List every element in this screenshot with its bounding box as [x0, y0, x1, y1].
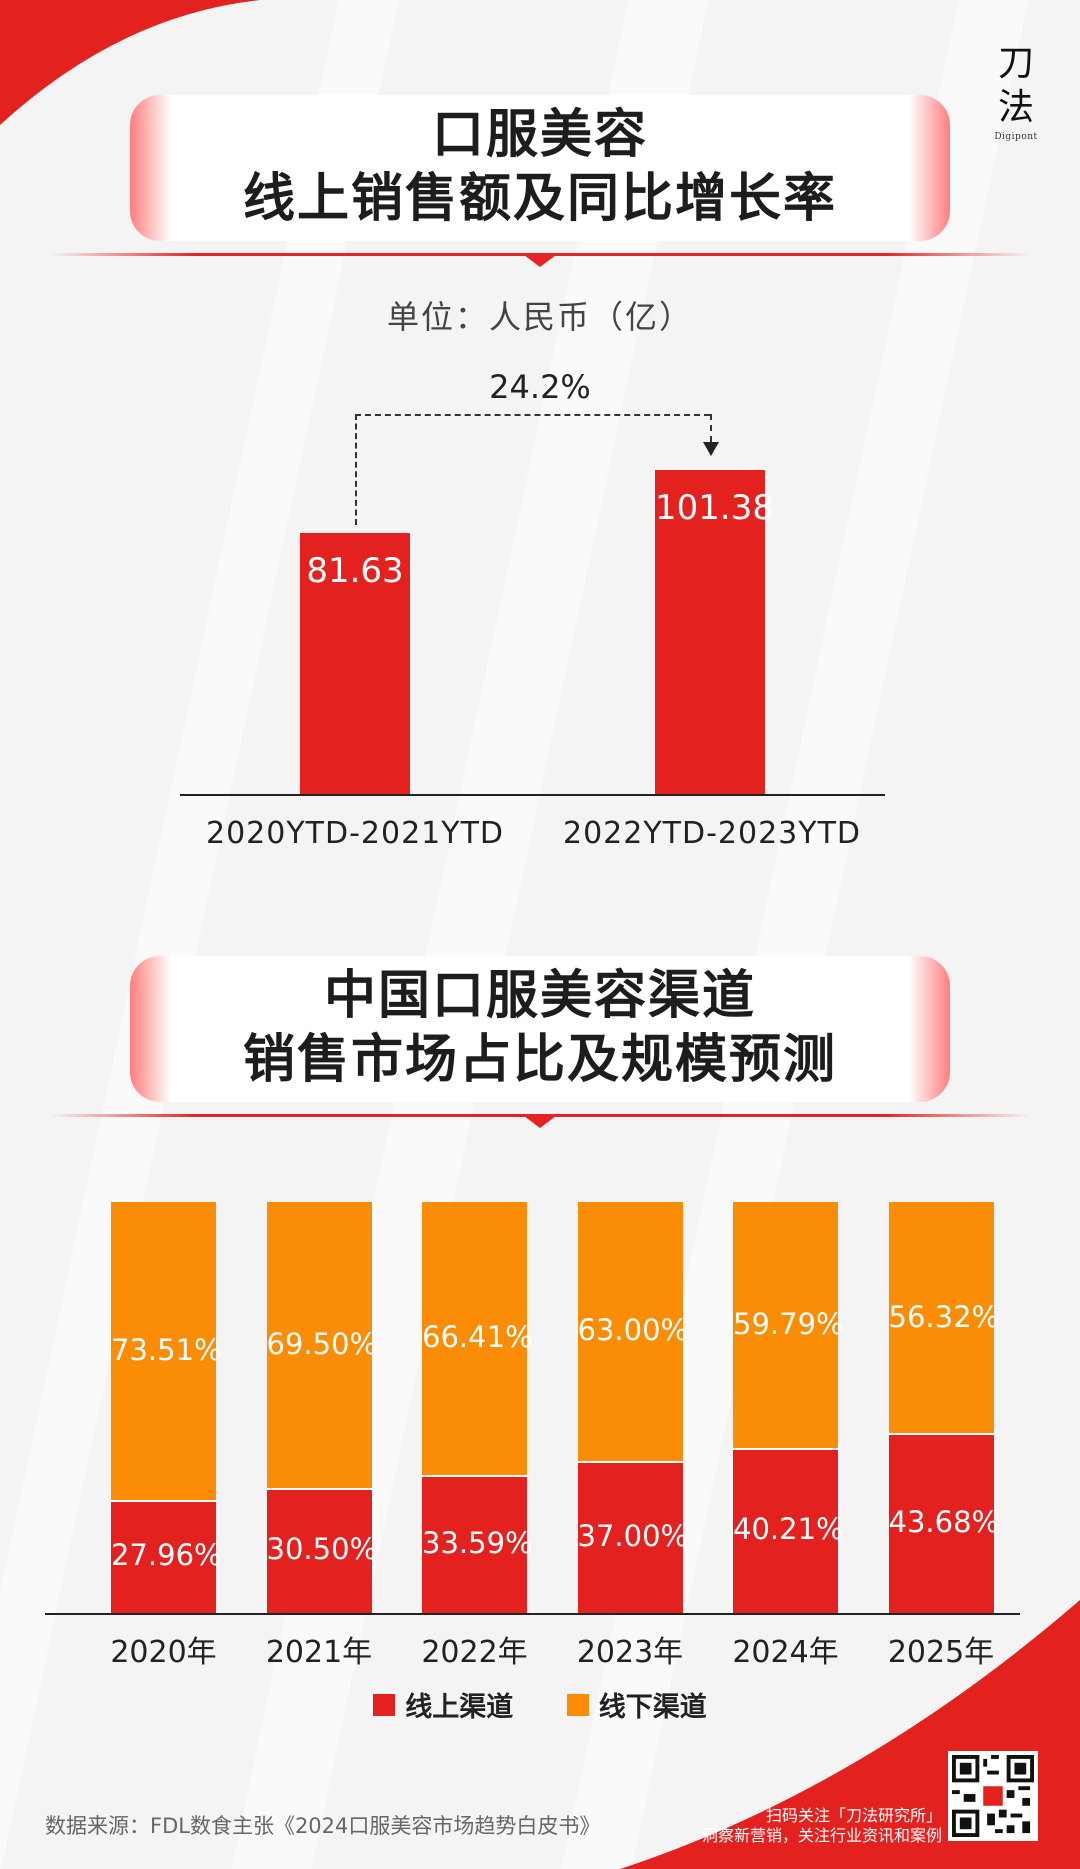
growth-rate-label: 24.2%	[489, 368, 591, 406]
year-label: 2020年	[110, 1635, 217, 1670]
bar-segment-online-2024	[733, 1447, 838, 1613]
year-label: 2021年	[265, 1635, 373, 1670]
online-value-label: 33.59%	[422, 1525, 533, 1560]
bar-2022ytd-2023ytd	[655, 469, 765, 794]
qr-code[interactable]	[948, 1751, 1038, 1841]
chart1-unit: 单位：人民币（亿）	[386, 298, 693, 336]
online-value-label: 37.00%	[577, 1518, 689, 1553]
chart1-divider	[50, 253, 1030, 256]
bar-2020ytd-2021ytd	[300, 532, 410, 794]
brand-subtitle: Digipont	[994, 132, 1038, 142]
bar-segment-offline-2020	[111, 1202, 216, 1500]
qr-caption: 扫码关注「刀法研究所」 洞察新营销，关注行业资讯和案例	[702, 1806, 942, 1846]
legend-item-online: 线上渠道	[373, 1685, 513, 1724]
connector-top	[355, 414, 710, 416]
offline-value-label: 73.51%	[111, 1332, 222, 1367]
online-value-label: 40.21%	[733, 1512, 844, 1547]
year-label: 2022年	[421, 1635, 528, 1670]
qr-caption-line2: 洞察新营销，关注行业资讯和案例	[701, 1826, 942, 1845]
bar-segment-online-2025	[888, 1433, 994, 1613]
bar-segment-online-2022	[422, 1474, 527, 1613]
bar-segment-online-2023	[577, 1460, 683, 1613]
legend-swatch-offline	[566, 1693, 589, 1716]
legend-label: 线上渠道	[405, 1692, 514, 1723]
chart2-legend: 线上渠道 线下渠道	[0, 1685, 1080, 1724]
bar-segment-offline-2023	[577, 1202, 683, 1461]
chart1-x-axis	[180, 794, 885, 796]
chart1-title-banner: 口服美容 线上销售额及同比增长率	[130, 95, 950, 241]
chart1-title-line1: 口服美容	[431, 105, 648, 165]
online-value-label: 27.96%	[111, 1538, 222, 1573]
online-value-label: 30.50%	[266, 1532, 378, 1567]
chart2-title-line2: 销售市场占比及规模预测	[242, 1030, 837, 1090]
offline-value-label: 66.41%	[422, 1320, 533, 1355]
offline-value-label: 69.50%	[266, 1326, 378, 1361]
bar-segment-offline-2025	[888, 1202, 994, 1434]
year-label: 2023年	[576, 1635, 684, 1670]
qr-code-icon	[952, 1755, 1034, 1837]
chart2-divider	[50, 1114, 1030, 1117]
brand-logo: 刀法 Digipont	[986, 42, 1046, 142]
connector-right	[710, 414, 712, 442]
bar-segment-offline-2022	[422, 1202, 527, 1475]
chart1-title-line2: 线上销售额及同比增长率	[242, 169, 837, 229]
chart1-divider-notch	[524, 255, 556, 267]
offline-value-label: 63.00%	[577, 1313, 689, 1348]
online-value-label: 43.68%	[888, 1505, 1000, 1540]
legend-item-offline: 线下渠道	[566, 1685, 707, 1724]
chart2-x-axis	[45, 1613, 1020, 1615]
data-source: 数据来源：FDL数食主张《2024口服美容市场趋势白皮书》	[45, 1814, 601, 1838]
bar-segment-offline-2024	[733, 1202, 838, 1448]
legend-label: 线下渠道	[598, 1692, 707, 1723]
connector-arrow-icon	[703, 441, 719, 456]
chart2-title-banner: 中国口服美容渠道 销售市场占比及规模预测	[130, 956, 950, 1102]
offline-value-label: 56.32%	[888, 1299, 1000, 1334]
legend-swatch-online	[373, 1693, 396, 1716]
top-left-red-swoosh	[0, 0, 260, 125]
offline-value-label: 59.79%	[733, 1306, 844, 1341]
category-label: 2020YTD-2021YTD	[205, 816, 505, 851]
brand-mark: 刀法	[997, 43, 1034, 128]
bar-segment-offline-2021	[266, 1202, 372, 1488]
bar-segment-online-2020	[111, 1499, 216, 1613]
bar-value-label: 101.38	[655, 487, 774, 528]
category-label: 2022YTD-2023YTD	[562, 816, 862, 851]
connector-left	[355, 414, 357, 525]
year-label: 2025年	[887, 1635, 995, 1670]
chart2-title-line1: 中国口服美容渠道	[323, 966, 756, 1026]
qr-caption-line1: 扫码关注「刀法研究所」	[765, 1806, 942, 1825]
bar-segment-online-2021	[266, 1487, 372, 1613]
chart2-divider-notch	[524, 1116, 556, 1128]
bar-value-label: 81.63	[306, 550, 404, 591]
year-label: 2024年	[732, 1635, 839, 1670]
